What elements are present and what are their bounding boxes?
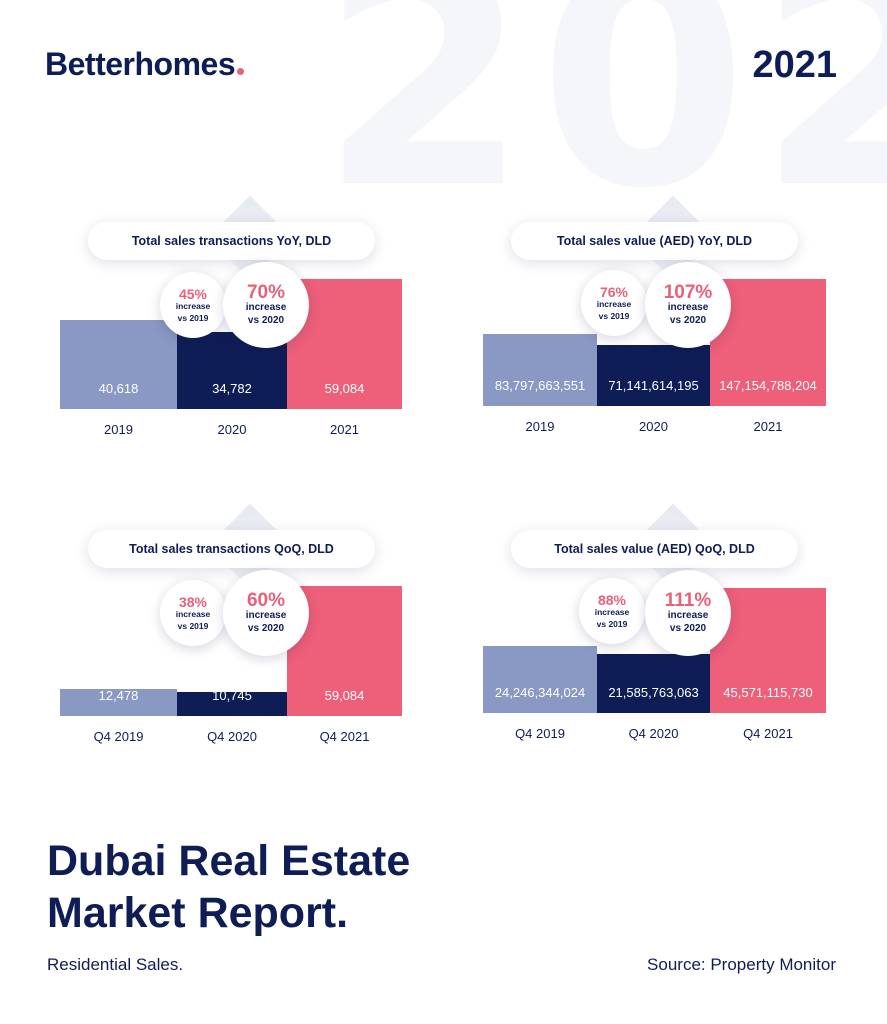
- report-title: Dubai Real Estate Market Report.: [47, 836, 410, 939]
- category-label: Q4 2020: [207, 729, 257, 744]
- category-label: Q4 2021: [743, 726, 793, 741]
- chart-panel: Total sales transactions QoQ, DLD 12,478 Q…: [60, 503, 420, 748]
- increase-label: increase: [175, 608, 211, 619]
- bar-value-label: 24,246,344,024: [494, 685, 586, 700]
- category-label: 2019: [104, 422, 133, 437]
- bar-value-label: 59,084: [324, 688, 365, 703]
- chart-title: Total sales value (AED) QoQ, DLD: [511, 530, 798, 568]
- brand-logo: Betterhomes: [45, 46, 245, 83]
- increase-percent: 88%: [597, 592, 627, 609]
- increase-badge-vs-2019: 38% increase vs 2019: [160, 580, 226, 646]
- report-year: 2021: [752, 44, 837, 86]
- bar-value-label: 83,797,663,551: [494, 378, 586, 393]
- bar-2019: [483, 334, 597, 406]
- chart-title: Total sales transactions YoY, DLD: [88, 222, 375, 260]
- category-label: 2020: [217, 422, 247, 437]
- bar-q4-2020: [597, 654, 710, 713]
- increase-badge-vs-2019: 76% increase vs 2019: [581, 270, 647, 336]
- chart-title: Total sales value (AED) YoY, DLD: [511, 222, 798, 260]
- bar-value-label: 147,154,788,204: [719, 378, 817, 393]
- chart-panel: Total sales value (AED) QoQ, DLD 24,246,3…: [483, 503, 843, 748]
- comparison-label: vs 2020: [247, 315, 285, 327]
- report-subtitle: Residential Sales.: [47, 955, 184, 974]
- category-label: 2021: [753, 419, 783, 434]
- category-label: Q4 2021: [319, 729, 370, 744]
- comparison-label: vs 2019: [177, 312, 209, 323]
- bar-value-label: 59,084: [324, 381, 365, 396]
- increase-label: increase: [245, 609, 287, 621]
- comparison-label: vs 2020: [669, 315, 707, 327]
- increase-label: increase: [594, 606, 630, 617]
- increase-percent: 38%: [178, 594, 208, 611]
- increase-percent: 45%: [178, 286, 208, 303]
- increase-percent: 107%: [663, 282, 713, 304]
- bar-q4-2019: [60, 689, 177, 716]
- increase-label: increase: [667, 609, 709, 621]
- increase-label: increase: [596, 298, 632, 309]
- background-year-watermark: 2021: [320, 0, 887, 254]
- increase-badge-vs-2020: 70% increase vs 2020: [223, 262, 309, 348]
- increase-percent: 111%: [664, 590, 712, 612]
- bar-value-label: 21,585,763,063: [608, 685, 699, 700]
- bar-q4-2020: [177, 692, 287, 716]
- bar-value-label: 40,618: [98, 381, 139, 396]
- comparison-label: vs 2019: [177, 620, 209, 631]
- data-source: Source: Property Monitor: [647, 955, 836, 974]
- report-title-line-1: Dubai Real Estate: [47, 837, 411, 885]
- bar-value-label: 12,478: [98, 688, 139, 703]
- category-label: 2021: [330, 422, 359, 437]
- comparison-label: vs 2019: [598, 310, 630, 321]
- bar-2019: [60, 320, 177, 409]
- increase-label: increase: [667, 301, 709, 313]
- comparison-label: vs 2019: [596, 618, 628, 629]
- category-label: 2020: [639, 419, 668, 434]
- bar-value-label: 71,141,614,195: [608, 378, 699, 393]
- increase-badge-vs-2019: 45% increase vs 2019: [160, 272, 226, 338]
- comparison-label: vs 2020: [669, 623, 707, 635]
- increase-label: increase: [175, 300, 211, 311]
- increase-percent: 60%: [246, 590, 286, 612]
- increase-percent: 70%: [246, 282, 286, 304]
- increase-badge-vs-2019: 88% increase vs 2019: [579, 578, 645, 644]
- chart-panel: Total sales transactions YoY, DLD 40,618 2…: [60, 195, 420, 440]
- category-label: Q4 2019: [93, 729, 144, 744]
- increase-badge-vs-2020: 111% increase vs 2020: [645, 570, 731, 656]
- chart-panel: Total sales value (AED) YoY, DLD 83,797,6…: [483, 195, 843, 440]
- increase-badge-vs-2020: 107% increase vs 2020: [645, 262, 731, 348]
- bar-2020: [597, 345, 710, 406]
- increase-label: increase: [245, 301, 287, 313]
- category-label: Q4 2019: [515, 726, 565, 741]
- bar-q4-2019: [483, 646, 597, 713]
- comparison-label: vs 2020: [247, 623, 285, 635]
- category-label: Q4 2020: [628, 726, 679, 741]
- increase-badge-vs-2020: 60% increase vs 2020: [223, 570, 309, 656]
- bar-value-label: 10,745: [212, 688, 252, 703]
- increase-percent: 76%: [599, 284, 629, 301]
- bar-value-label: 34,782: [212, 381, 252, 396]
- logo-dot: [237, 68, 245, 75]
- chart-title: Total sales transactions QoQ, DLD: [88, 530, 375, 568]
- bar-value-label: 45,571,115,730: [723, 685, 813, 700]
- category-label: 2019: [525, 419, 555, 434]
- report-title-line-2: Market Report.: [47, 888, 349, 937]
